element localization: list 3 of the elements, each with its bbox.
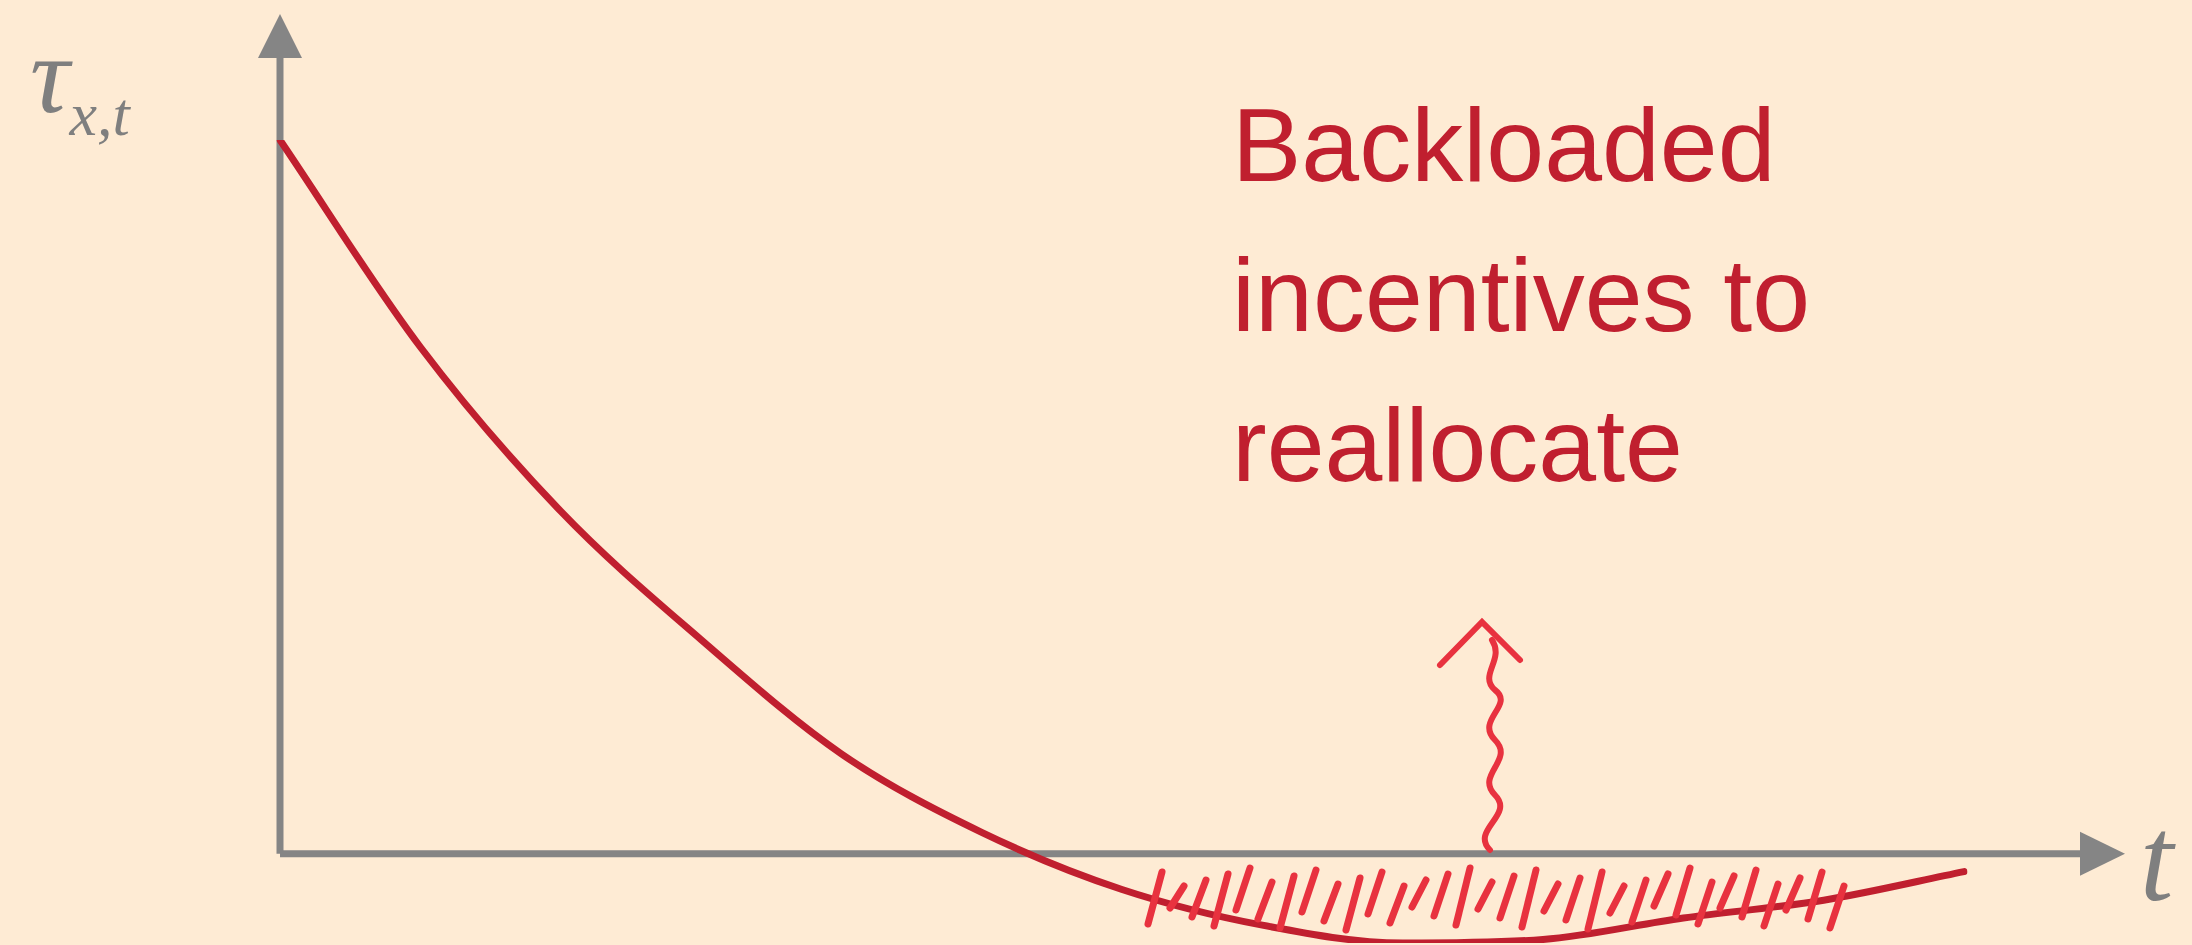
annotation: Backloaded incentives to reallocate bbox=[1232, 86, 1812, 505]
x-axis-title: t bbox=[2140, 793, 2174, 926]
y-axis-title: τ$_{x,t}$ bbox=[30, 14, 130, 148]
